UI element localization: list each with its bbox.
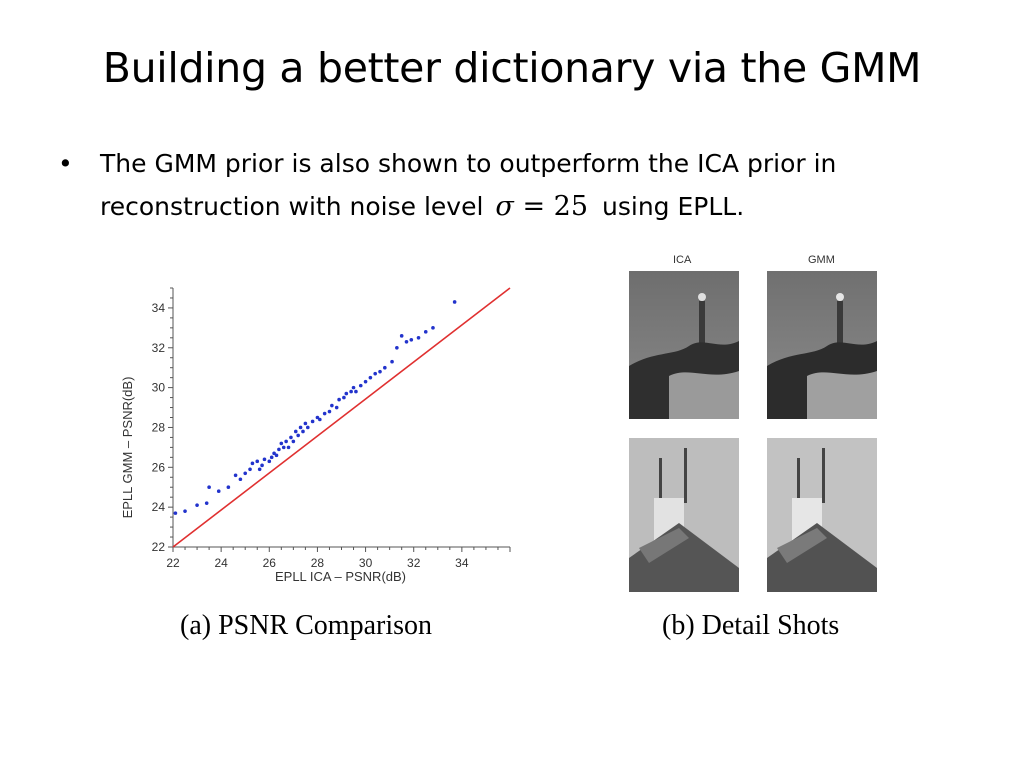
scatter-point <box>291 439 296 444</box>
scatter-point <box>207 485 211 490</box>
gmm-detail-shot-bottom <box>767 438 877 592</box>
scatter-point <box>255 459 260 464</box>
x-tick-label: 22 <box>166 556 180 570</box>
y-tick-label: 34 <box>152 301 166 315</box>
scatter-point <box>250 461 255 466</box>
scatter-point <box>277 447 281 452</box>
scatter-point <box>279 441 284 446</box>
scatter-point <box>260 463 264 468</box>
scatter-point <box>349 389 353 394</box>
slide-title: Building a better dictionary via the GMM <box>102 44 922 92</box>
scatter-point <box>318 417 322 422</box>
scatter-point <box>390 359 394 364</box>
bullet-text-before: The GMM prior is also shown to outperfor… <box>100 149 837 221</box>
scatter-point <box>368 375 373 380</box>
y-tick-label: 22 <box>152 540 166 554</box>
scatter-point <box>281 445 286 450</box>
scatter-point <box>358 383 363 388</box>
y-tick-label: 24 <box>152 500 166 514</box>
bullet-text: The GMM prior is also shown to outperfor… <box>100 142 970 228</box>
scatter-point <box>399 334 404 338</box>
scatter-point <box>257 467 262 472</box>
scatter-point <box>431 326 435 330</box>
bullet-dot: • <box>58 149 73 178</box>
y-axis-label: EPLL GMM – PSNR(dB) <box>120 377 135 519</box>
scatter-point <box>330 403 334 408</box>
scatter-point <box>344 391 349 396</box>
scatter-point <box>383 365 387 370</box>
scatter-point <box>416 336 421 340</box>
y-tick-label: 30 <box>152 381 166 395</box>
y-tick-label: 26 <box>152 460 166 474</box>
scatter-point <box>298 425 303 430</box>
scatter-point <box>452 300 457 304</box>
scatter-point <box>322 411 327 416</box>
scatter-point <box>293 429 298 434</box>
x-tick-label: 24 <box>214 556 228 570</box>
x-tick-label: 28 <box>311 556 325 570</box>
scatter-point <box>363 379 368 384</box>
scatter-point <box>243 471 248 476</box>
figure-a-caption: (a) PSNR Comparison <box>180 610 432 641</box>
scatter-point <box>395 345 399 350</box>
scatter-point <box>267 459 272 464</box>
scatter-point <box>274 453 279 458</box>
x-tick-label: 30 <box>359 556 373 570</box>
sigma-equation: σ = 25 <box>495 185 588 228</box>
gmm-column-label: GMM <box>808 254 835 266</box>
scatter-point <box>173 511 178 515</box>
scatter-point <box>269 455 274 460</box>
scatter-point <box>409 338 414 342</box>
x-tick-label: 26 <box>263 556 277 570</box>
ica-detail-shot-top <box>629 271 739 419</box>
scatter-point <box>351 385 356 390</box>
psnr-scatter-chart: 22 24 26 28 30 32 34 22 24 26 28 30 32 34 EPLL ICA – P… <box>118 280 518 595</box>
scatter-point <box>303 421 308 426</box>
sigma-value: = 25 <box>522 191 588 222</box>
scatter-point <box>272 451 276 456</box>
x-tick-label: 34 <box>455 556 469 570</box>
scatter-point <box>334 405 339 410</box>
scatter-point <box>337 397 341 402</box>
scatter-point <box>310 419 315 424</box>
scatter-point <box>423 330 428 334</box>
scatter-point <box>216 489 221 494</box>
scatter-point <box>404 339 409 344</box>
scatter-point <box>296 433 300 438</box>
reference-line <box>172 287 511 548</box>
scatter-point <box>327 409 332 414</box>
scatter-point <box>373 371 377 376</box>
scatter-point <box>183 509 187 513</box>
scatter-point <box>238 477 243 482</box>
scatter-point <box>262 457 267 462</box>
bullet-text-after: using EPLL. <box>602 192 745 221</box>
scatter-point <box>315 415 320 420</box>
scatter-point <box>204 501 209 505</box>
x-tick-label: 32 <box>407 556 421 570</box>
psnr-scatter-svg: 22 24 26 28 30 32 34 22 24 26 28 30 32 34 EPLL ICA – P… <box>120 287 511 584</box>
ica-column-label: ICA <box>673 254 692 266</box>
scatter-point <box>286 445 291 450</box>
scatter-point <box>301 429 305 434</box>
scatter-point <box>195 503 199 507</box>
y-tick-label: 32 <box>152 341 166 355</box>
scatter-point <box>354 389 358 394</box>
scatter-point <box>233 473 238 478</box>
gmm-detail-shot-top <box>767 271 877 419</box>
scatter-point <box>284 439 288 444</box>
scatter-point <box>378 369 382 374</box>
scatter-point <box>306 425 310 430</box>
scatter-point <box>248 467 252 472</box>
scatter-point <box>289 435 293 440</box>
y-tick-label: 28 <box>152 420 166 434</box>
ica-detail-shot-bottom <box>629 438 739 592</box>
sigma-symbol: σ <box>495 191 514 222</box>
scatter-point <box>226 485 231 490</box>
scatter-point <box>342 395 346 400</box>
figure-b-caption: (b) Detail Shots <box>662 610 840 641</box>
x-axis-label: EPLL ICA – PSNR(dB) <box>275 569 406 584</box>
